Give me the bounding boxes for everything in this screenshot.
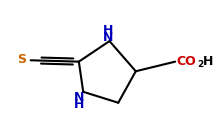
Text: H: H: [103, 24, 114, 37]
Text: S: S: [17, 53, 26, 66]
Text: H: H: [74, 98, 84, 111]
Text: N: N: [74, 91, 84, 104]
Text: 2: 2: [197, 60, 203, 69]
Text: CO: CO: [176, 55, 196, 68]
Text: N: N: [103, 31, 114, 44]
Text: H: H: [203, 55, 214, 68]
